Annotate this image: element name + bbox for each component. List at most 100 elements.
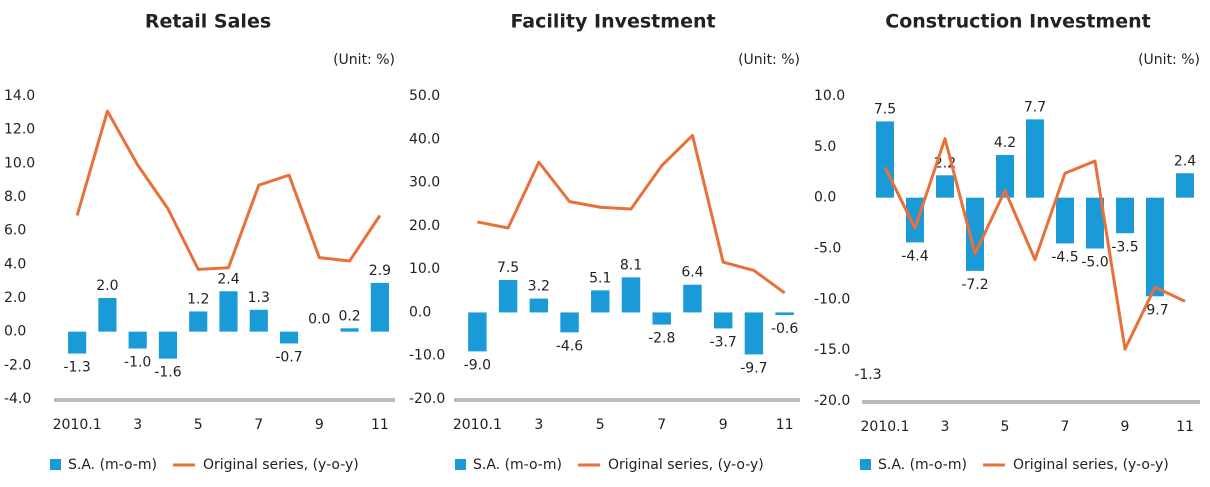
x-tick-label: 9: [1121, 419, 1130, 435]
bar: [128, 331, 147, 349]
y-tick-label: 40.0: [409, 131, 440, 147]
chart-title: Retail Sales: [145, 11, 271, 33]
y-tick-label: 50.0: [409, 88, 440, 104]
bar-label: -3.7: [710, 334, 737, 350]
bar-label: -9.0: [464, 357, 491, 373]
y-tick-label: 0.0: [814, 190, 836, 206]
bar-label: -5.0: [1081, 255, 1108, 271]
y-tick-label: 4.0: [4, 256, 26, 272]
y-tick-label: 10.0: [409, 261, 440, 277]
y-tick-label: -10.0: [814, 291, 850, 307]
bar-label: -9.7: [1141, 302, 1168, 318]
legend-label: Original series, (y-o-y): [1013, 457, 1169, 473]
bar-label: 1.3: [248, 290, 270, 306]
bar: [1086, 197, 1104, 249]
bar-label: -1.0: [124, 355, 151, 371]
y-tick-label: -4.0: [4, 391, 31, 407]
bar-label: 3.2: [528, 279, 550, 295]
x-tick-label: 3: [133, 417, 142, 433]
line: [75, 109, 382, 271]
bar-label: -0.7: [275, 349, 302, 365]
bar: [189, 311, 208, 332]
x-tick-label: 3: [941, 419, 950, 435]
bar: [1056, 197, 1074, 244]
x-tick-label: 5: [1001, 419, 1010, 435]
y-tick-label: 8.0: [4, 189, 26, 205]
y-tick-label: -10.0: [409, 348, 445, 364]
x-tick-label: 9: [315, 417, 324, 433]
y-tick-label: -5.0: [814, 241, 841, 257]
bar-label: 6.4: [681, 265, 703, 281]
y-tick-label: -20.0: [409, 391, 445, 407]
y-tick-label: 5.0: [814, 139, 836, 155]
y-tick-label: 0.0: [409, 304, 431, 320]
bar-label: 5.1: [589, 270, 611, 286]
legend-label: S.A. (m-o-m): [68, 457, 157, 473]
bar: [560, 312, 579, 333]
bar-label: -3.5: [1111, 239, 1138, 255]
y-tick-label: 2.0: [4, 290, 26, 306]
unit-label: (Unit: %): [738, 52, 800, 68]
bar: [68, 331, 87, 354]
bar-label: 7.5: [497, 260, 519, 276]
y-tick-label: 6.0: [4, 223, 26, 239]
bar-label: -4.5: [1051, 249, 1078, 265]
bar: [876, 121, 894, 198]
x-tick-label: 11: [371, 417, 389, 433]
bar: [279, 331, 299, 344]
bar: [219, 291, 238, 332]
bar-label: -1.6: [154, 365, 181, 381]
bar: [966, 197, 984, 271]
bar: [249, 309, 268, 332]
legend-label: Original series, (y-o-y): [203, 457, 359, 473]
bar: [591, 290, 610, 313]
chart-title: Facility Investment: [510, 11, 715, 33]
bar: [529, 298, 549, 313]
bar-label: 2.4: [217, 271, 239, 287]
chart-title: Construction Investment: [885, 11, 1150, 33]
unit-label: (Unit: %): [333, 52, 395, 68]
bar-label: 2.0: [96, 278, 118, 294]
bar: [621, 277, 641, 313]
annotation: -1.3: [854, 367, 881, 383]
bar-label: -0.6: [771, 321, 798, 337]
y-tick-label: -15.0: [814, 342, 850, 358]
bar-label: 8.1: [620, 257, 642, 273]
bar: [683, 284, 702, 313]
bar-label: 2.9: [369, 263, 391, 279]
bar: [158, 331, 178, 359]
bar-label: -4.4: [901, 248, 928, 264]
bar-label: 0.2: [338, 308, 360, 324]
y-tick-label: -2.0: [4, 357, 31, 373]
bar-label: 2.4: [1174, 153, 1196, 169]
legend-label: S.A. (m-o-m): [878, 457, 967, 473]
bar-label: 0.0: [308, 312, 330, 328]
y-tick-label: 30.0: [409, 175, 440, 191]
unit-label: (Unit: %): [1138, 52, 1200, 68]
bar: [1176, 173, 1194, 198]
bar-label: 7.5: [874, 101, 896, 117]
x-tick-label: 7: [1061, 419, 1070, 435]
legend-label: S.A. (m-o-m): [473, 457, 562, 473]
bar: [713, 312, 733, 329]
x-tick-label: 2010.1: [861, 419, 910, 435]
bar: [370, 282, 389, 332]
legend-swatch: [50, 459, 61, 470]
bar: [468, 312, 487, 352]
x-tick-label: 9: [719, 417, 728, 433]
bar-label: -4.6: [556, 338, 583, 354]
bar-label: -7.2: [961, 277, 988, 293]
bar-label: -9.7: [740, 360, 767, 376]
bar: [996, 154, 1014, 198]
x-tick-label: 7: [254, 417, 263, 433]
x-tick-label: 2010.1: [53, 417, 102, 433]
x-tick-label: 11: [1176, 419, 1194, 435]
bar-label: 1.2: [187, 291, 209, 307]
bar: [98, 298, 117, 332]
bar: [744, 312, 764, 355]
x-tick-label: 7: [657, 417, 666, 433]
bar: [775, 312, 794, 316]
bar: [652, 312, 671, 325]
x-tick-label: 5: [596, 417, 605, 433]
